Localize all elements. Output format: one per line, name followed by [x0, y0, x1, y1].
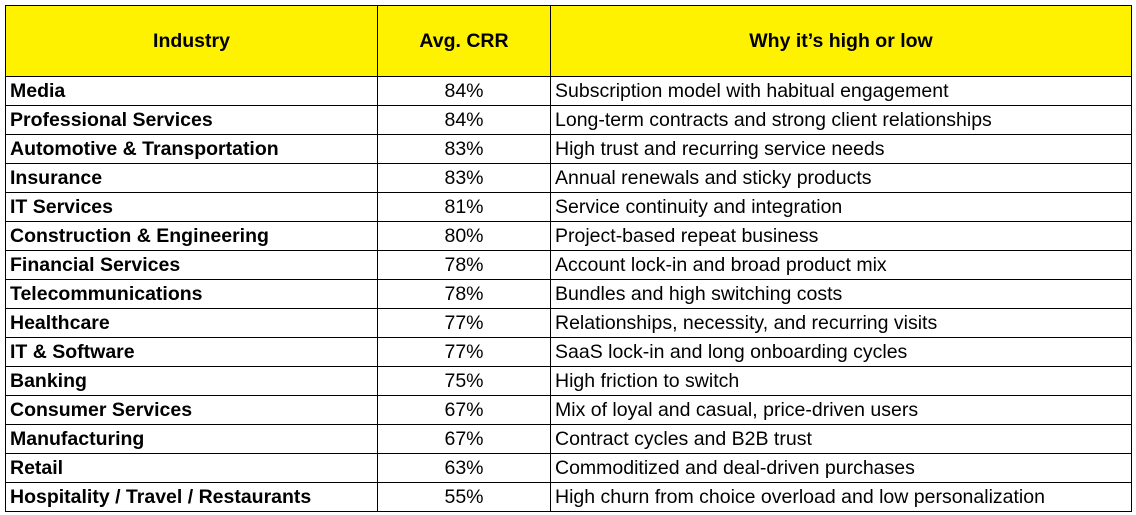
reason-cell: Bundles and high switching costs	[550, 279, 1132, 309]
header-cell: Avg. CRR	[377, 5, 551, 77]
industry-cell: Financial Services	[5, 250, 378, 280]
table-row: Retail 63% Commoditized and deal-driven pu…	[5, 453, 1132, 483]
header-row: Industry Avg. CRR Why it’s high or low	[5, 5, 1132, 77]
reason-cell: SaaS lock-in and long onboarding cycles	[550, 337, 1132, 367]
crr-cell: 84%	[377, 105, 551, 135]
industry-cell: Telecommunications	[5, 279, 378, 309]
table-row: Manufacturing 67% Contract cycles and B2B …	[5, 424, 1132, 454]
industry-cell: IT Services	[5, 192, 378, 222]
table-row: IT & Software 77% SaaS lock-in and long on…	[5, 337, 1132, 367]
reason-cell: Annual renewals and sticky products	[550, 163, 1132, 193]
reason-cell: Commoditized and deal-driven purchases	[550, 453, 1132, 483]
crr-cell: 81%	[377, 192, 551, 222]
crr-cell: 75%	[377, 366, 551, 396]
crr-cell: 63%	[377, 453, 551, 483]
reason-cell: Long-term contracts and strong client re…	[550, 105, 1132, 135]
table-row: Healthcare 77% Relationships, necessity, a…	[5, 308, 1132, 338]
table-row: Banking 75% High friction to switch	[5, 366, 1132, 396]
industry-cell: IT & Software	[5, 337, 378, 367]
table-row: Consumer Services 67% Mix of loyal and cas…	[5, 395, 1132, 425]
table-row: IT Services 81% Service continuity and int…	[5, 192, 1132, 222]
reason-cell: High churn from choice overload and low …	[550, 482, 1132, 512]
industry-cell: Construction & Engineering	[5, 221, 378, 251]
reason-cell: Contract cycles and B2B trust	[550, 424, 1132, 454]
industry-cell: Retail	[5, 453, 378, 483]
crr-cell: 80%	[377, 221, 551, 251]
industry-cell: Insurance	[5, 163, 378, 193]
reason-cell: Relationships, necessity, and recurring …	[550, 308, 1132, 338]
industry-cell: Automotive & Transportation	[5, 134, 378, 164]
table-row: Financial Services 78% Account lock-in and…	[5, 250, 1132, 280]
crr-cell: 83%	[377, 163, 551, 193]
industry-cell: Hospitality / Travel / Restaurants	[5, 482, 378, 512]
reason-cell: Account lock-in and broad product mix	[550, 250, 1132, 280]
header-cell: Why it’s high or low	[550, 5, 1132, 77]
reason-cell: Mix of loyal and casual, price-driven us…	[550, 395, 1132, 425]
industry-cell: Media	[5, 76, 378, 106]
industry-cell: Manufacturing	[5, 424, 378, 454]
crr-cell: 67%	[377, 424, 551, 454]
reason-cell: High friction to switch	[550, 366, 1132, 396]
reason-cell: Subscription model with habitual engagem…	[550, 76, 1132, 106]
industry-cell: Professional Services	[5, 105, 378, 135]
crr-cell: 78%	[377, 279, 551, 309]
crr-cell: 78%	[377, 250, 551, 280]
industry-cell: Consumer Services	[5, 395, 378, 425]
reason-cell: Project-based repeat business	[550, 221, 1132, 251]
industry-cell: Banking	[5, 366, 378, 396]
crr-cell: 77%	[377, 308, 551, 338]
reason-cell: Service continuity and integration	[550, 192, 1132, 222]
crr-cell: 84%	[377, 76, 551, 106]
table-body: Media 84% Subscription model with habitual…	[5, 76, 1132, 512]
crr-table: Industry Avg. CRR Why it’s high or low Med…	[5, 5, 1132, 512]
crr-cell: 67%	[377, 395, 551, 425]
table-row: Automotive & Transportation 83% High trust…	[5, 134, 1132, 164]
table-row: Telecommunications 78% Bundles and high sw…	[5, 279, 1132, 309]
crr-cell: 77%	[377, 337, 551, 367]
industry-cell: Healthcare	[5, 308, 378, 338]
crr-cell: 83%	[377, 134, 551, 164]
table-row: Media 84% Subscription model with habitual…	[5, 76, 1132, 106]
reason-cell: High trust and recurring service needs	[550, 134, 1132, 164]
table-row: Professional Services 84% Long-term contra…	[5, 105, 1132, 135]
table-row: Construction & Engineering 80% Project-bas…	[5, 221, 1132, 251]
table-row: Insurance 83% Annual renewals and sticky p…	[5, 163, 1132, 193]
crr-cell: 55%	[377, 482, 551, 512]
header-cell: Industry	[5, 5, 378, 77]
table-row: Hospitality / Travel / Restaurants 55% Hig…	[5, 482, 1132, 512]
